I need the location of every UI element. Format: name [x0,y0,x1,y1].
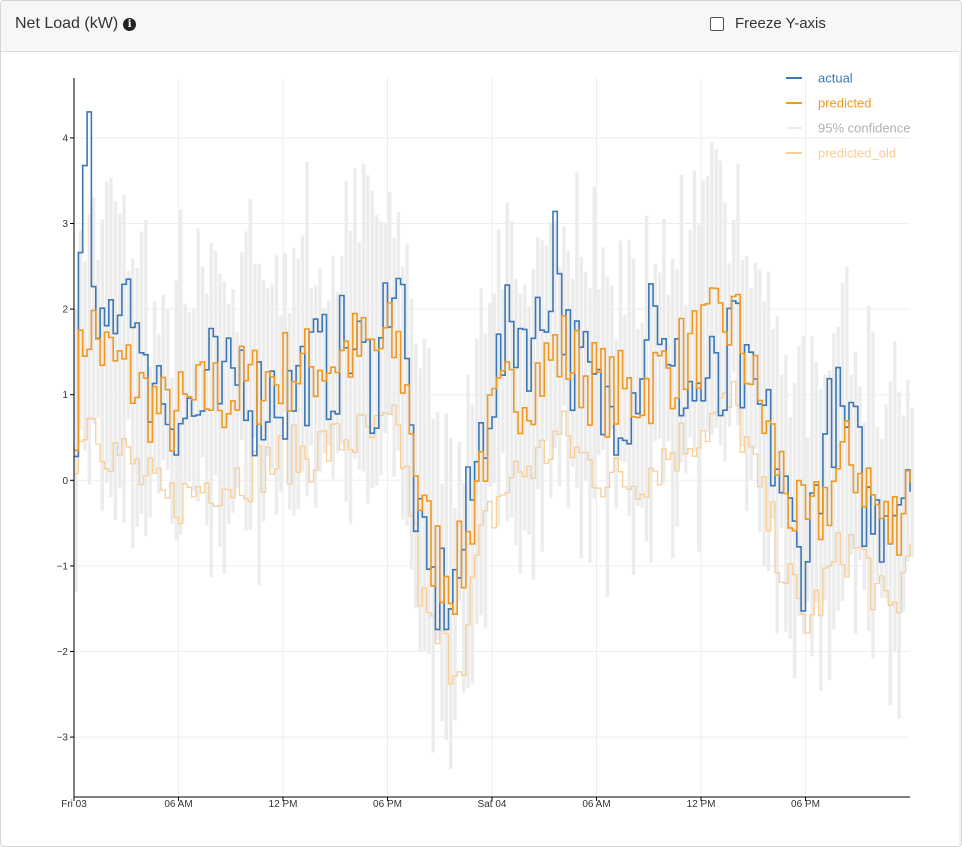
net-load-chart[interactable]: 4 3 2 1 0 −1 −2 −3 Fri 03 06 AM 12 PM 06 PM Sat 04 06… [0,51,958,843]
freeze-y-axis-label: Freeze Y-axis [735,15,826,32]
x-tick-label: Sat 04 [478,799,507,810]
series-line-predicted[interactable] [74,287,911,615]
chart-title-text: Net Load (kW) [15,15,119,32]
x-tick-label: 06 AM [164,799,192,810]
y-tick-label: 2 [62,305,68,316]
y-tick-label: −3 [57,733,69,744]
freeze-y-axis-checkbox[interactable] [710,16,724,31]
y-tick-label: −1 [57,561,69,572]
y-tick-label: 3 [62,219,68,230]
series-lines [74,111,911,685]
panel-edge [959,51,961,846]
legend-label[interactable]: predicted_old [818,146,896,161]
legend-label[interactable]: predicted [818,96,871,111]
panel-header: Net Load (kW) i Freeze Y-axis [1,1,961,52]
freeze-y-axis-toggle[interactable]: Freeze Y-axis [710,15,826,32]
y-tick-label: 4 [62,133,68,144]
y-tick-label: −2 [57,647,69,658]
legend[interactable]: actual predicted 95% confidence predicted_o… [786,71,911,161]
chart-title: Net Load (kW) i [15,15,137,33]
x-tick-label: Fri 03 [61,799,87,810]
y-tick-label: 1 [62,390,68,401]
series-line-actual[interactable] [74,111,911,631]
x-tick-label: 06 PM [791,799,820,810]
confidence-bar [910,407,914,558]
info-icon[interactable]: i [123,18,137,31]
x-tick-label: 06 PM [373,799,402,810]
x-tick-label: 06 AM [582,799,610,810]
legend-label[interactable]: 95% confidence [818,121,911,136]
x-tick-label: 12 PM [687,799,716,810]
legend-label[interactable]: actual [818,71,853,86]
x-tick-label: 12 PM [269,799,298,810]
confidence-band [74,141,914,769]
axes: 4 3 2 1 0 −1 −2 −3 Fri 03 06 AM 12 PM 06 PM Sat 04 06… [57,78,910,810]
y-tick-label: 0 [62,476,68,487]
series-line-predicted-old[interactable] [74,380,911,685]
